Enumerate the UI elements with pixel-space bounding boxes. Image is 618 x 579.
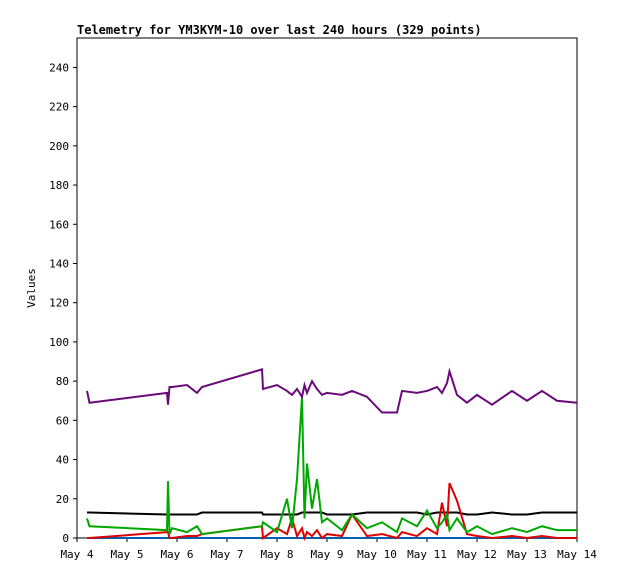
series-line xyxy=(86,396,577,536)
x-tick-label: May 5 xyxy=(110,548,143,561)
x-tick-label: May 13 xyxy=(507,548,547,561)
y-tick-label: 180 xyxy=(49,179,69,192)
y-tick-label: 0 xyxy=(62,532,69,545)
y-tick-label: 80 xyxy=(56,375,69,388)
y-tick-label: 120 xyxy=(49,297,69,310)
x-tick-label: May 6 xyxy=(160,548,193,561)
y-axis-label: Values xyxy=(25,268,38,308)
y-tick-label: 160 xyxy=(49,218,69,231)
y-tick-label: 140 xyxy=(49,257,69,270)
series-line xyxy=(87,482,577,542)
x-tick-label: May 12 xyxy=(457,548,497,561)
y-tick-label: 60 xyxy=(56,414,69,427)
x-tick-label: May 4 xyxy=(60,548,93,561)
x-tick-label: May 10 xyxy=(357,548,397,561)
x-tick-label: May 9 xyxy=(310,548,343,561)
x-tick-label: May 11 xyxy=(407,548,447,561)
x-tick-label: May 7 xyxy=(210,548,243,561)
y-tick-label: 100 xyxy=(49,336,69,349)
y-tick-label: 220 xyxy=(49,101,69,114)
x-tick-label: May 14 xyxy=(557,548,597,561)
y-tick-label: 240 xyxy=(49,61,69,74)
series-line xyxy=(87,511,577,516)
plot-frame xyxy=(76,37,578,539)
y-tick-label: 200 xyxy=(49,140,69,153)
y-tick-label: 20 xyxy=(56,493,69,506)
series-line xyxy=(86,367,578,414)
x-tick-label: May 8 xyxy=(260,548,293,561)
y-tick-label: 40 xyxy=(56,454,69,467)
chart-title: Telemetry for YM3KYM-10 over last 240 ho… xyxy=(77,23,482,37)
